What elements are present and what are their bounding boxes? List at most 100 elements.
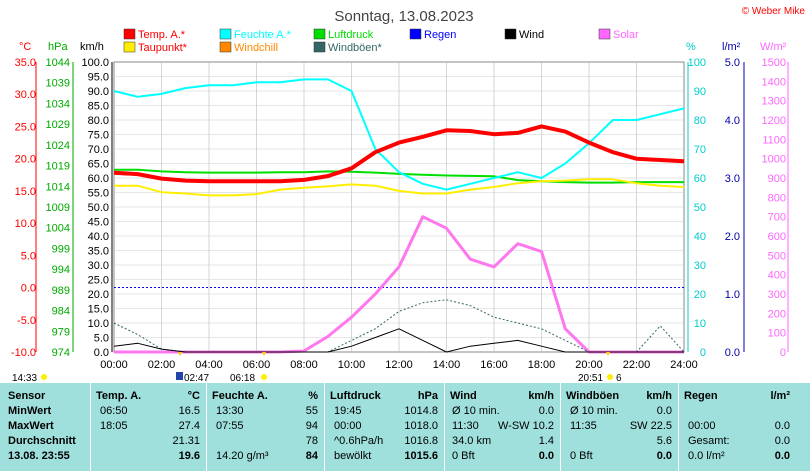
tick-kmh: 25.0 — [88, 275, 109, 287]
cell-gust-value: SW 22.5 — [629, 420, 672, 432]
tick-temp: -5.0 — [17, 315, 36, 327]
cell-wind-time: 11:30 — [452, 420, 479, 432]
cell-gust-value: 5.6 — [656, 435, 672, 447]
series-wind — [113, 328, 684, 353]
tick-kmh: 60.0 — [88, 173, 109, 185]
unit-hpa: hPa — [48, 41, 68, 53]
cell-pres-time: ^0.6hPa/h — [334, 435, 384, 447]
table-header: °C — [187, 390, 200, 402]
unit-solar: W/m² — [760, 41, 787, 53]
tick-temp: 0.0 — [21, 283, 36, 295]
cell-wind-value: 1.4 — [538, 435, 554, 447]
tick-temp: 10.0 — [15, 218, 36, 230]
cell-pres-time: bewölkt — [334, 450, 372, 462]
series — [113, 78, 685, 354]
tick-rain: 2.0 — [725, 231, 740, 243]
tick-solar: 1400 — [762, 76, 786, 88]
tick-hpa: 1019 — [46, 161, 70, 173]
table-header: Feuchte A. — [212, 390, 268, 402]
tick-solar: 1300 — [762, 96, 786, 108]
tick-kmh: 65.0 — [88, 159, 109, 171]
cell-hum-time: 13:30 — [216, 405, 244, 417]
tick-hpa: 1014 — [46, 181, 70, 193]
table-separator — [324, 383, 325, 471]
cell-temp-time: 18:05 — [100, 420, 128, 432]
table-separator — [90, 383, 91, 471]
legend-label: Regen — [424, 29, 456, 41]
tick-hpa: 1044 — [46, 57, 70, 69]
unit-temp: °C — [19, 41, 31, 53]
tick-kmh: 15.0 — [88, 304, 109, 316]
tick-hpa: 1009 — [46, 202, 70, 214]
copyright: © Weber Mike — [742, 6, 806, 17]
sun-axis-marker — [262, 352, 266, 356]
sunset-icon — [607, 374, 613, 380]
summary-table: Sensor Temp. A. °C Feuchte A.% Luftdruck hPa W… — [0, 383, 810, 471]
cell-hum-value: 94 — [305, 420, 318, 432]
grid — [114, 62, 684, 352]
tick-solar: 100 — [768, 328, 786, 340]
axis-units: °C hPa km/h% l/m² W/m² — [19, 41, 787, 53]
tick-kmh: 5.0 — [94, 333, 109, 345]
table-separator — [678, 383, 679, 471]
tick-time: 04:00 — [195, 359, 223, 371]
sun-axis-marker — [178, 352, 182, 356]
cell-wind-value: W-SW 10.2 — [497, 420, 554, 432]
tick-time: 22:00 — [623, 359, 651, 371]
tick-rain: 4.0 — [725, 115, 740, 127]
table-header: Sensor — [8, 390, 46, 402]
moonphase: 6 — [616, 373, 622, 383]
tick-hpa: 989 — [52, 285, 70, 297]
legend-swatch — [219, 28, 232, 40]
cell-gust-time: 0 Bft — [570, 450, 593, 462]
row-label: 13.08. 23:55 — [8, 450, 70, 462]
tick-kmh: 40.0 — [88, 231, 109, 243]
tick-percent: 40 — [694, 231, 706, 243]
table-header: Regen — [684, 390, 718, 402]
weather-chart: Sonntag, 13.08.2023 © Weber Mike Temp. A… — [11, 6, 806, 383]
tick-time: 12:00 — [385, 359, 413, 371]
legend: Temp. A.* Feuchte A.* Luftdruck Regen Wind So… — [123, 28, 639, 54]
legend-swatch — [123, 41, 136, 53]
tick-solar: 600 — [768, 231, 786, 243]
tick-kmh: 35.0 — [88, 246, 109, 258]
sunrise-time: 06:18 — [230, 373, 255, 383]
tick-hpa: 994 — [52, 264, 70, 276]
cell-wind-time: 0 Bft — [452, 450, 475, 462]
cell-wind-time: Ø 10 min. — [452, 405, 500, 417]
cell-pres-value: 1016.8 — [404, 435, 438, 447]
tick-hpa: 974 — [52, 347, 70, 359]
cell-gust-value: 0.0 — [656, 405, 672, 417]
tick-percent: 0 — [700, 347, 706, 359]
cell-hum-time: 07:55 — [216, 420, 244, 432]
legend-label: Luftdruck — [328, 29, 374, 41]
tick-temp: 15.0 — [15, 186, 36, 198]
tick-kmh: 85.0 — [88, 101, 109, 113]
cell-temp-time: 06:50 — [100, 405, 128, 417]
table-separator — [206, 383, 207, 471]
tick-solar: 300 — [768, 289, 786, 301]
axes: 35.0 30.0 25.0 20.0 15.0 10.0 5.0 0.0 -5.0 -10.0 1… — [11, 57, 789, 371]
tick-solar: 1500 — [762, 57, 786, 69]
cell-wind-time: 34.0 km — [452, 435, 492, 447]
sun-moon-markers: 14:33 02:47 06:18 20:51 6 — [12, 352, 622, 383]
tick-hpa: 999 — [52, 243, 70, 255]
sun-axis-marker — [606, 352, 610, 356]
table-separator — [560, 383, 561, 471]
tick-kmh: 50.0 — [88, 202, 109, 214]
tick-hpa: 979 — [52, 326, 70, 338]
tick-temp: 35.0 — [15, 57, 36, 69]
moonset-icon — [176, 372, 183, 380]
series-taupunkt — [114, 178, 685, 197]
tick-time: 08:00 — [290, 359, 318, 371]
tick-rain: 5.0 — [725, 57, 740, 69]
tick-time: 20:00 — [575, 359, 603, 371]
cell-wind-value: 0.0 — [538, 405, 554, 417]
legend-swatch — [219, 41, 232, 53]
tick-solar: 800 — [768, 192, 786, 204]
tick-percent: 20 — [694, 289, 706, 301]
tick-percent: 100 — [688, 57, 706, 69]
tick-kmh: 80.0 — [88, 115, 109, 127]
tick-temp: -10.0 — [11, 347, 36, 359]
chart-title: Sonntag, 13.08.2023 — [334, 8, 473, 25]
